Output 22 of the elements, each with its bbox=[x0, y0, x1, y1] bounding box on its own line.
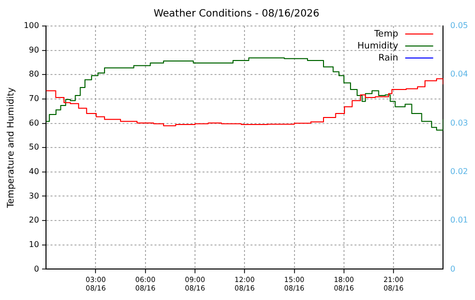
y2-tick-label: 0.05 bbox=[450, 21, 468, 30]
legend-label: Rain bbox=[378, 53, 398, 64]
y-tick-label: 70 bbox=[28, 94, 40, 104]
legend-label: Temp bbox=[373, 29, 398, 40]
y-tick-label: 90 bbox=[28, 45, 40, 54]
y2-tick-label: 0.02 bbox=[450, 167, 468, 176]
y2-tick-label: 0.01 bbox=[450, 216, 468, 225]
y2-tick-label: 0.03 bbox=[450, 118, 468, 128]
y2-tick-label: 0.04 bbox=[450, 70, 468, 79]
y-tick-label: 40 bbox=[28, 167, 40, 176]
chart-title: Weather Conditions - 08/16/2026 bbox=[154, 8, 320, 20]
y-tick-label: 100 bbox=[24, 21, 40, 30]
y-tick-label: 80 bbox=[28, 70, 40, 79]
y2-tick-label: 0 bbox=[450, 264, 456, 274]
y-tick-label: 50 bbox=[28, 142, 40, 152]
y-tick-label: 60 bbox=[28, 118, 40, 128]
y-tick-label: 0 bbox=[34, 264, 40, 274]
y-axis-title: Temperature and Humidity bbox=[6, 86, 17, 209]
legend-label: Humidity bbox=[357, 41, 399, 52]
y-tick-label: 30 bbox=[28, 191, 40, 200]
y-tick-label: 10 bbox=[28, 240, 40, 249]
y-tick-label: 20 bbox=[28, 216, 40, 225]
